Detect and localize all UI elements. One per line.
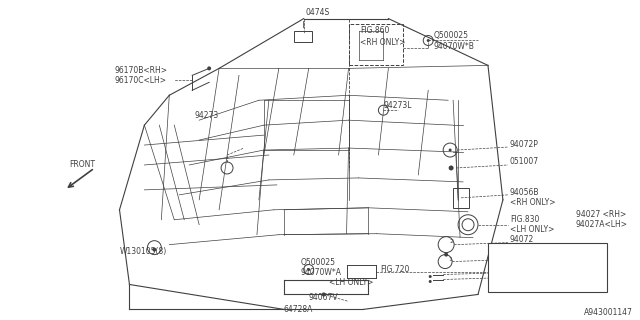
Bar xyxy=(488,243,607,292)
Text: FIG.830: FIG.830 xyxy=(510,215,540,224)
Text: 1: 1 xyxy=(500,250,504,259)
Text: 94072P: 94072P xyxy=(510,140,539,148)
Circle shape xyxy=(444,252,448,257)
Text: 94273L: 94273L xyxy=(383,101,412,110)
Text: 94273: 94273 xyxy=(194,111,218,120)
Text: 94056B: 94056B xyxy=(510,188,540,197)
Circle shape xyxy=(495,273,509,286)
Text: 94070W*B: 94070W*B xyxy=(433,42,474,51)
Text: 94253: 94253 xyxy=(510,273,534,282)
Text: Q500025: Q500025 xyxy=(301,258,336,267)
Circle shape xyxy=(207,66,211,70)
Circle shape xyxy=(322,292,326,296)
Text: 2: 2 xyxy=(500,275,504,284)
Text: 0100S: 0100S xyxy=(523,275,547,284)
Circle shape xyxy=(152,248,156,252)
Text: 96170B<RH>: 96170B<RH> xyxy=(115,66,168,75)
Text: 1: 1 xyxy=(448,257,452,262)
Circle shape xyxy=(429,275,432,278)
Text: <RH ONLY>: <RH ONLY> xyxy=(360,38,406,47)
Circle shape xyxy=(427,39,429,42)
Circle shape xyxy=(429,280,432,283)
Bar xyxy=(294,30,312,43)
Text: 94067V: 94067V xyxy=(308,293,339,302)
Text: 2: 2 xyxy=(449,239,453,244)
Text: <LH ONLY>: <LH ONLY> xyxy=(328,278,373,287)
Circle shape xyxy=(307,268,310,271)
Text: 64728A: 64728A xyxy=(284,305,313,314)
Text: 84920J: 84920J xyxy=(523,250,549,259)
Bar xyxy=(453,188,469,208)
Text: 0474S: 0474S xyxy=(306,8,330,17)
Text: <LH ONLY>: <LH ONLY> xyxy=(510,262,554,271)
Circle shape xyxy=(449,165,454,171)
Text: N800006: N800006 xyxy=(510,267,545,276)
Text: <RH ONLY>: <RH ONLY> xyxy=(510,198,556,207)
Text: 96170C<LH>: 96170C<LH> xyxy=(115,76,166,85)
Text: 84671: 84671 xyxy=(510,252,534,261)
Text: Q500025: Q500025 xyxy=(433,31,468,40)
Text: 94070W*A: 94070W*A xyxy=(301,268,342,277)
Text: W130105(8): W130105(8) xyxy=(120,247,167,256)
Text: FIG.720: FIG.720 xyxy=(380,265,410,274)
Circle shape xyxy=(449,148,452,152)
Text: 94027A<LH>: 94027A<LH> xyxy=(575,220,628,229)
Text: FIG.860: FIG.860 xyxy=(360,26,390,35)
Text: 94072: 94072 xyxy=(510,235,534,244)
Text: <LH ONLY>: <LH ONLY> xyxy=(510,225,554,234)
Text: 051007: 051007 xyxy=(510,157,539,166)
Circle shape xyxy=(495,248,509,261)
Text: FRONT: FRONT xyxy=(70,160,96,170)
Text: 94027 <RH>: 94027 <RH> xyxy=(575,210,626,219)
Text: A943001147: A943001147 xyxy=(584,308,632,317)
